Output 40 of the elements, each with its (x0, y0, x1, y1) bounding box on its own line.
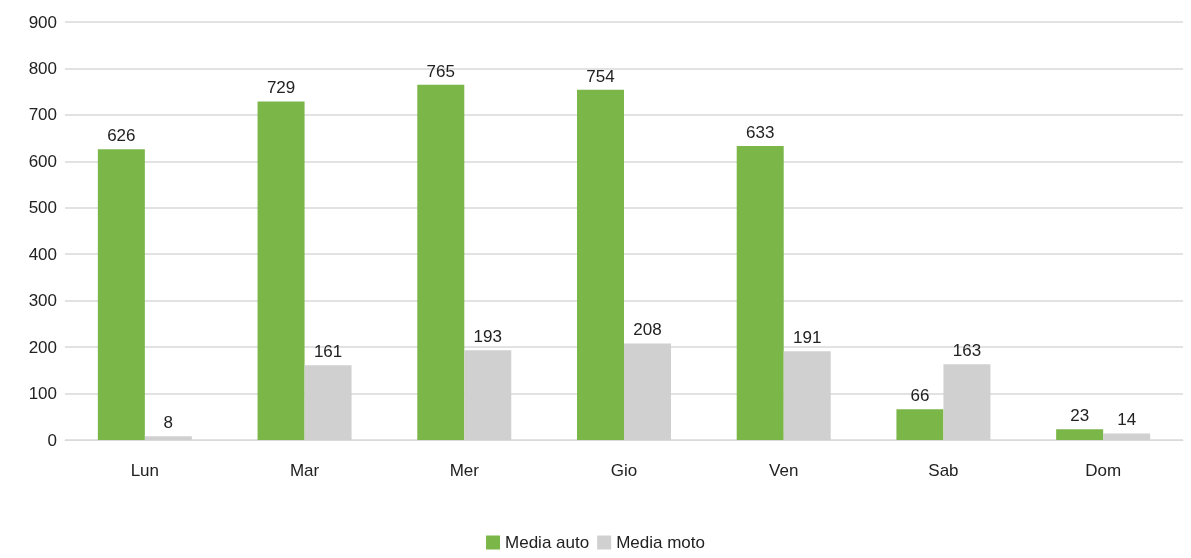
x-tick-label: Mar (289, 461, 320, 480)
x-tick-label: Dom (1085, 461, 1122, 480)
data-label: 193 (473, 327, 502, 347)
y-tick-label: 400 (28, 244, 57, 264)
data-label: 163 (952, 341, 982, 361)
data-label: 626 (107, 126, 136, 146)
x-tick-label: Gio (610, 461, 638, 480)
x-tick-label: Ven (769, 461, 799, 480)
y-tick-label: 700 (28, 105, 57, 125)
data-label: 633 (746, 123, 775, 143)
y-tick-label: 800 (28, 58, 57, 78)
legend-label: Media auto (505, 533, 590, 552)
bar (97, 149, 145, 440)
bar (1056, 429, 1104, 440)
data-label: 765 (426, 61, 455, 81)
data-label: 8 (163, 413, 174, 433)
y-tick-label: 300 (28, 291, 57, 311)
data-label: 14 (1117, 410, 1137, 430)
x-tick-label: Sab (928, 461, 959, 480)
bar (896, 409, 944, 440)
data-label: 66 (910, 386, 930, 406)
bar (736, 146, 784, 440)
y-tick-label: 100 (28, 384, 57, 404)
data-label: 729 (266, 78, 296, 98)
bar (417, 84, 465, 440)
y-tick-label: 600 (28, 151, 57, 171)
legend-label: Media moto (616, 533, 705, 552)
y-tick-label: 200 (28, 337, 57, 357)
y-tick-label: 900 (28, 12, 57, 32)
data-label: 23 (1070, 406, 1090, 426)
bar (577, 89, 624, 440)
data-label: 191 (793, 328, 822, 348)
bar (257, 101, 305, 440)
x-tick-label: Lun (130, 461, 160, 480)
data-label: 161 (313, 342, 343, 362)
data-label: 754 (586, 66, 615, 86)
y-tick-label: 500 (28, 198, 57, 218)
data-label: 208 (633, 320, 662, 340)
y-tick-label: 0 (47, 430, 57, 450)
x-tick-label: Mer (449, 461, 480, 480)
